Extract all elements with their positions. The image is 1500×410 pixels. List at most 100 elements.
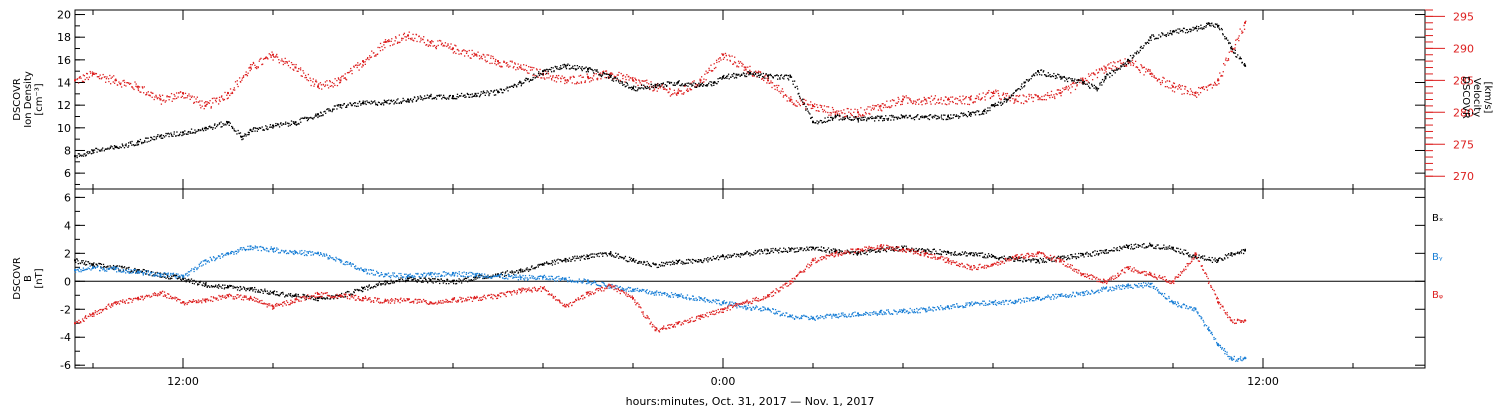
data-point — [743, 73, 745, 75]
data-point — [372, 287, 374, 289]
data-point — [455, 52, 457, 55]
data-point — [1207, 22, 1209, 24]
data-point — [562, 77, 565, 79]
data-point — [241, 247, 243, 249]
data-point — [1151, 244, 1154, 246]
data-point — [1228, 42, 1230, 45]
data-point — [631, 88, 633, 91]
data-point — [1116, 247, 1118, 249]
data-point — [617, 253, 620, 255]
data-point — [349, 294, 351, 297]
data-point — [1152, 34, 1154, 36]
data-point — [1205, 259, 1208, 261]
data-point — [1201, 86, 1204, 89]
data-point — [494, 60, 497, 62]
data-point — [838, 110, 840, 112]
data-point — [1034, 93, 1036, 96]
data-point — [796, 247, 798, 249]
data-point — [628, 79, 630, 81]
data-point — [544, 70, 546, 72]
data-point — [1005, 93, 1007, 95]
data-point — [746, 251, 748, 253]
data-point — [795, 105, 797, 107]
data-point — [315, 299, 317, 301]
data-point — [269, 124, 272, 126]
data-point — [936, 101, 938, 104]
data-point — [1038, 262, 1041, 264]
data-point — [652, 85, 655, 87]
data-point — [1162, 76, 1164, 79]
data-point — [152, 92, 154, 94]
data-point — [112, 266, 114, 268]
data-point — [344, 296, 347, 298]
data-point — [114, 79, 117, 82]
data-point — [785, 95, 788, 97]
data-point — [153, 274, 155, 276]
data-point — [159, 135, 161, 137]
data-point — [749, 72, 751, 75]
data-point — [895, 102, 897, 104]
data-point — [115, 78, 117, 80]
data-point — [620, 80, 622, 83]
data-point — [383, 44, 385, 46]
data-point — [239, 286, 242, 288]
data-point — [686, 82, 688, 84]
data-point — [393, 282, 396, 284]
data-point — [1233, 253, 1235, 255]
data-point — [428, 44, 430, 46]
data-point — [243, 135, 245, 137]
data-point — [96, 76, 99, 78]
data-point — [1240, 57, 1242, 60]
data-point — [712, 70, 714, 72]
data-point — [370, 103, 372, 105]
data-point — [181, 275, 183, 277]
data-point — [354, 105, 356, 107]
data-point — [262, 248, 265, 250]
data-point — [1014, 101, 1016, 103]
data-point — [1224, 35, 1226, 38]
data-point — [187, 133, 189, 135]
data-point — [796, 105, 798, 107]
data-point — [451, 48, 454, 51]
data-point — [128, 145, 130, 147]
data-point — [93, 73, 96, 75]
data-point — [1242, 249, 1245, 251]
data-point — [141, 142, 143, 145]
data-point — [284, 62, 286, 65]
data-point — [122, 80, 124, 82]
data-point — [934, 114, 936, 116]
data-point — [1085, 253, 1087, 255]
data-point — [1028, 93, 1030, 96]
data-point — [218, 283, 220, 286]
data-point — [717, 81, 719, 83]
data-point — [609, 72, 612, 74]
data-point — [364, 100, 366, 103]
data-point — [411, 278, 413, 281]
data-point — [1028, 98, 1030, 100]
data-point — [346, 72, 349, 74]
data-point — [218, 99, 221, 101]
data-point — [931, 251, 933, 253]
data-point — [96, 151, 98, 153]
data-point — [1099, 82, 1101, 84]
data-point — [476, 95, 478, 97]
data-point — [606, 255, 609, 257]
data-point — [1061, 77, 1063, 79]
data-point — [614, 77, 617, 79]
data-point — [194, 129, 196, 131]
data-point — [334, 105, 336, 107]
data-point — [163, 136, 166, 138]
data-point — [615, 79, 617, 82]
data-point — [424, 277, 426, 279]
data-point — [662, 82, 665, 84]
data-point — [401, 39, 403, 41]
data-point — [294, 123, 296, 125]
data-point — [507, 64, 509, 66]
y-tick-label: -6 — [60, 359, 71, 372]
data-point — [203, 285, 206, 287]
data-point — [1042, 258, 1045, 260]
data-point — [912, 249, 915, 252]
data-point — [975, 111, 977, 113]
data-point — [951, 100, 954, 103]
data-point — [517, 68, 519, 70]
